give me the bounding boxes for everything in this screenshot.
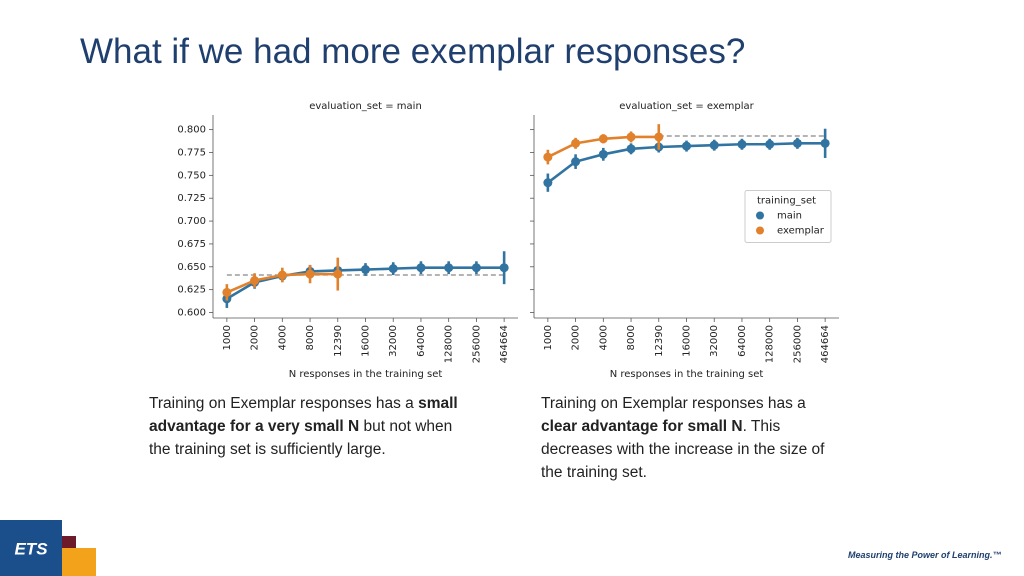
x-tick-label: 64000 (737, 325, 748, 357)
y-tick-label: 0.725 (177, 193, 206, 204)
legend-label: main (777, 211, 802, 222)
x-tick-label: 2000 (250, 325, 261, 350)
x-tick-label: 32000 (388, 325, 399, 357)
caption-text: Training on Exemplar responses has a (541, 395, 806, 412)
point (471, 263, 481, 273)
x-tick-label: 128000 (444, 325, 455, 363)
x-tick-label: 128000 (765, 325, 776, 363)
x-tick-label: 1000 (543, 325, 554, 350)
point (444, 263, 454, 273)
slide-title: What if we had more exemplar responses? (80, 32, 746, 71)
caption: Training on Exemplar responses has a sma… (149, 392, 469, 461)
y-tick-label: 0.700 (177, 216, 206, 227)
point (737, 139, 747, 149)
legend-label: exemplar (777, 226, 825, 237)
x-tick-label: 256000 (471, 325, 482, 363)
y-tick-label: 0.750 (177, 170, 206, 181)
point (543, 178, 553, 188)
point (305, 269, 315, 279)
point (361, 265, 370, 275)
legend-marker (756, 226, 764, 235)
x-tick-label: 64000 (416, 325, 427, 357)
x-tick-label: 12390 (333, 325, 344, 357)
x-tick-label: 8000 (626, 325, 637, 350)
point (222, 287, 232, 297)
point (626, 132, 636, 142)
point (598, 149, 608, 159)
x-tick-label: 16000 (682, 325, 693, 357)
caption-text: . This decreases with the increase in th… (541, 418, 825, 481)
point (626, 144, 636, 154)
logo-text: ETS (14, 539, 48, 558)
y-tick-label: 0.775 (177, 147, 206, 158)
legend-box (744, 190, 832, 243)
logo-box (0, 520, 62, 576)
x-tick-label: 2000 (571, 325, 582, 350)
x-tick-label: 4000 (277, 325, 288, 350)
point (682, 141, 691, 151)
tagline: Measuring the Power of Learning.™ (848, 550, 1002, 560)
point (654, 132, 664, 142)
y-tick-label: 0.675 (177, 239, 206, 250)
y-tick-label: 0.800 (177, 125, 206, 136)
y-tick-label: 0.600 (177, 308, 206, 319)
x-axis-label: N responses in the training set (610, 369, 764, 380)
y-tick-label: 0.625 (177, 285, 206, 296)
x-tick-label: 12390 (654, 325, 665, 357)
caption-text: but not when the training set is suffici… (149, 418, 453, 458)
x-tick-label: 464664 (499, 325, 510, 363)
x-tick-label: 464664 (820, 325, 831, 363)
x-tick-label: 1000 (222, 325, 233, 350)
point (543, 152, 553, 162)
point (598, 134, 608, 144)
y-tick-label: 0.650 (177, 262, 206, 273)
x-tick-label: 8000 (305, 325, 316, 350)
caption: Training on Exemplar responses has a cle… (541, 392, 846, 484)
caption-bold: clear advantage for small N (541, 418, 743, 435)
x-tick-label: 16000 (361, 325, 372, 357)
point (416, 263, 426, 273)
legend-title: training_set (757, 196, 816, 207)
caption-bold: small advantage for a very small N (149, 395, 458, 435)
point (250, 276, 260, 286)
point (333, 269, 343, 279)
point (277, 270, 287, 280)
chart-title: evaluation_set = exemplar (619, 101, 754, 112)
x-axis-label: N responses in the training set (289, 369, 443, 380)
point (765, 139, 775, 149)
point (709, 140, 719, 150)
point (820, 138, 830, 148)
legend-marker (756, 211, 764, 220)
point (571, 157, 581, 167)
caption-text: Training on Exemplar responses has a (149, 395, 419, 412)
x-tick-label: 256000 (792, 325, 803, 363)
chart-title: evaluation_set = main (309, 101, 422, 112)
point (792, 138, 802, 148)
x-tick-label: 32000 (709, 325, 720, 357)
x-tick-label: 4000 (598, 325, 609, 350)
logo-accent (62, 548, 96, 576)
point (388, 264, 398, 274)
point (499, 263, 509, 273)
point (571, 138, 581, 148)
logo-accent (62, 536, 76, 548)
